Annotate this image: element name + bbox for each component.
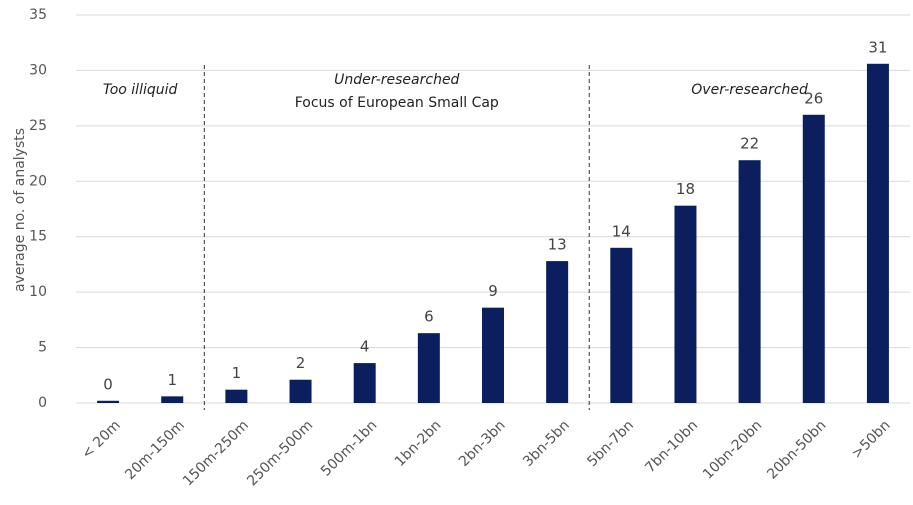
y-tick-label: 30	[29, 62, 47, 78]
x-tick-label: 150m-250m	[180, 417, 252, 489]
x-tick-label: 10bn-20bn	[700, 417, 765, 482]
value-label: 1	[232, 364, 242, 382]
bar	[738, 160, 761, 403]
bar	[289, 379, 312, 403]
y-axis-label: average no. of analysts	[12, 128, 28, 292]
y-tick-label: 5	[38, 340, 47, 356]
x-tick-label: < 20m	[79, 417, 124, 462]
value-label: 4	[360, 338, 370, 356]
value-label: 2	[296, 354, 306, 372]
bar	[546, 261, 569, 403]
y-tick-label: 10	[29, 284, 47, 300]
x-tick-label: 2bn-3bn	[456, 417, 509, 470]
y-tick-label: 15	[29, 229, 47, 245]
bar	[225, 389, 248, 403]
value-label: 0	[103, 375, 113, 393]
y-tick-label: 20	[29, 173, 47, 189]
bar	[97, 400, 120, 403]
x-tick-label: 20m-150m	[122, 417, 188, 483]
bar	[353, 363, 376, 403]
y-tick-label: 35	[29, 7, 47, 23]
bar	[417, 333, 440, 403]
bar	[674, 205, 697, 403]
bar	[482, 307, 504, 403]
y-tick-label: 25	[29, 118, 47, 134]
bar	[866, 63, 889, 404]
value-label: 6	[424, 308, 434, 326]
annotation: Under-researched	[334, 72, 459, 88]
annotation: Over-researched	[691, 82, 808, 98]
annotation: Focus of European Small Cap	[295, 95, 499, 111]
bar	[610, 247, 633, 403]
x-tick-label: 5bn-7bn	[584, 417, 637, 470]
bar	[161, 396, 184, 403]
value-label: 18	[676, 180, 695, 198]
value-label: 9	[488, 282, 498, 300]
x-tick-label: 20bn-50bn	[764, 417, 829, 482]
x-tick-label: 7bn-10bn	[642, 417, 701, 476]
value-label: 31	[868, 38, 887, 56]
value-label: 13	[548, 236, 567, 254]
x-tick-label: 1bn-2bn	[392, 417, 445, 470]
bar	[802, 114, 825, 404]
value-label: 26	[804, 89, 823, 107]
x-tick-label: 500m-1bn	[318, 417, 380, 479]
value-label: 22	[740, 135, 759, 153]
x-tick-label: 3bn-5bn	[520, 417, 573, 470]
value-label: 14	[612, 222, 631, 240]
value-label: 1	[167, 371, 177, 389]
y-tick-label: 0	[38, 395, 47, 411]
x-tick-label: >50bn	[849, 417, 894, 462]
annotation: Too illiquid	[103, 82, 178, 98]
x-tick-label: 250m-500m	[244, 417, 316, 489]
